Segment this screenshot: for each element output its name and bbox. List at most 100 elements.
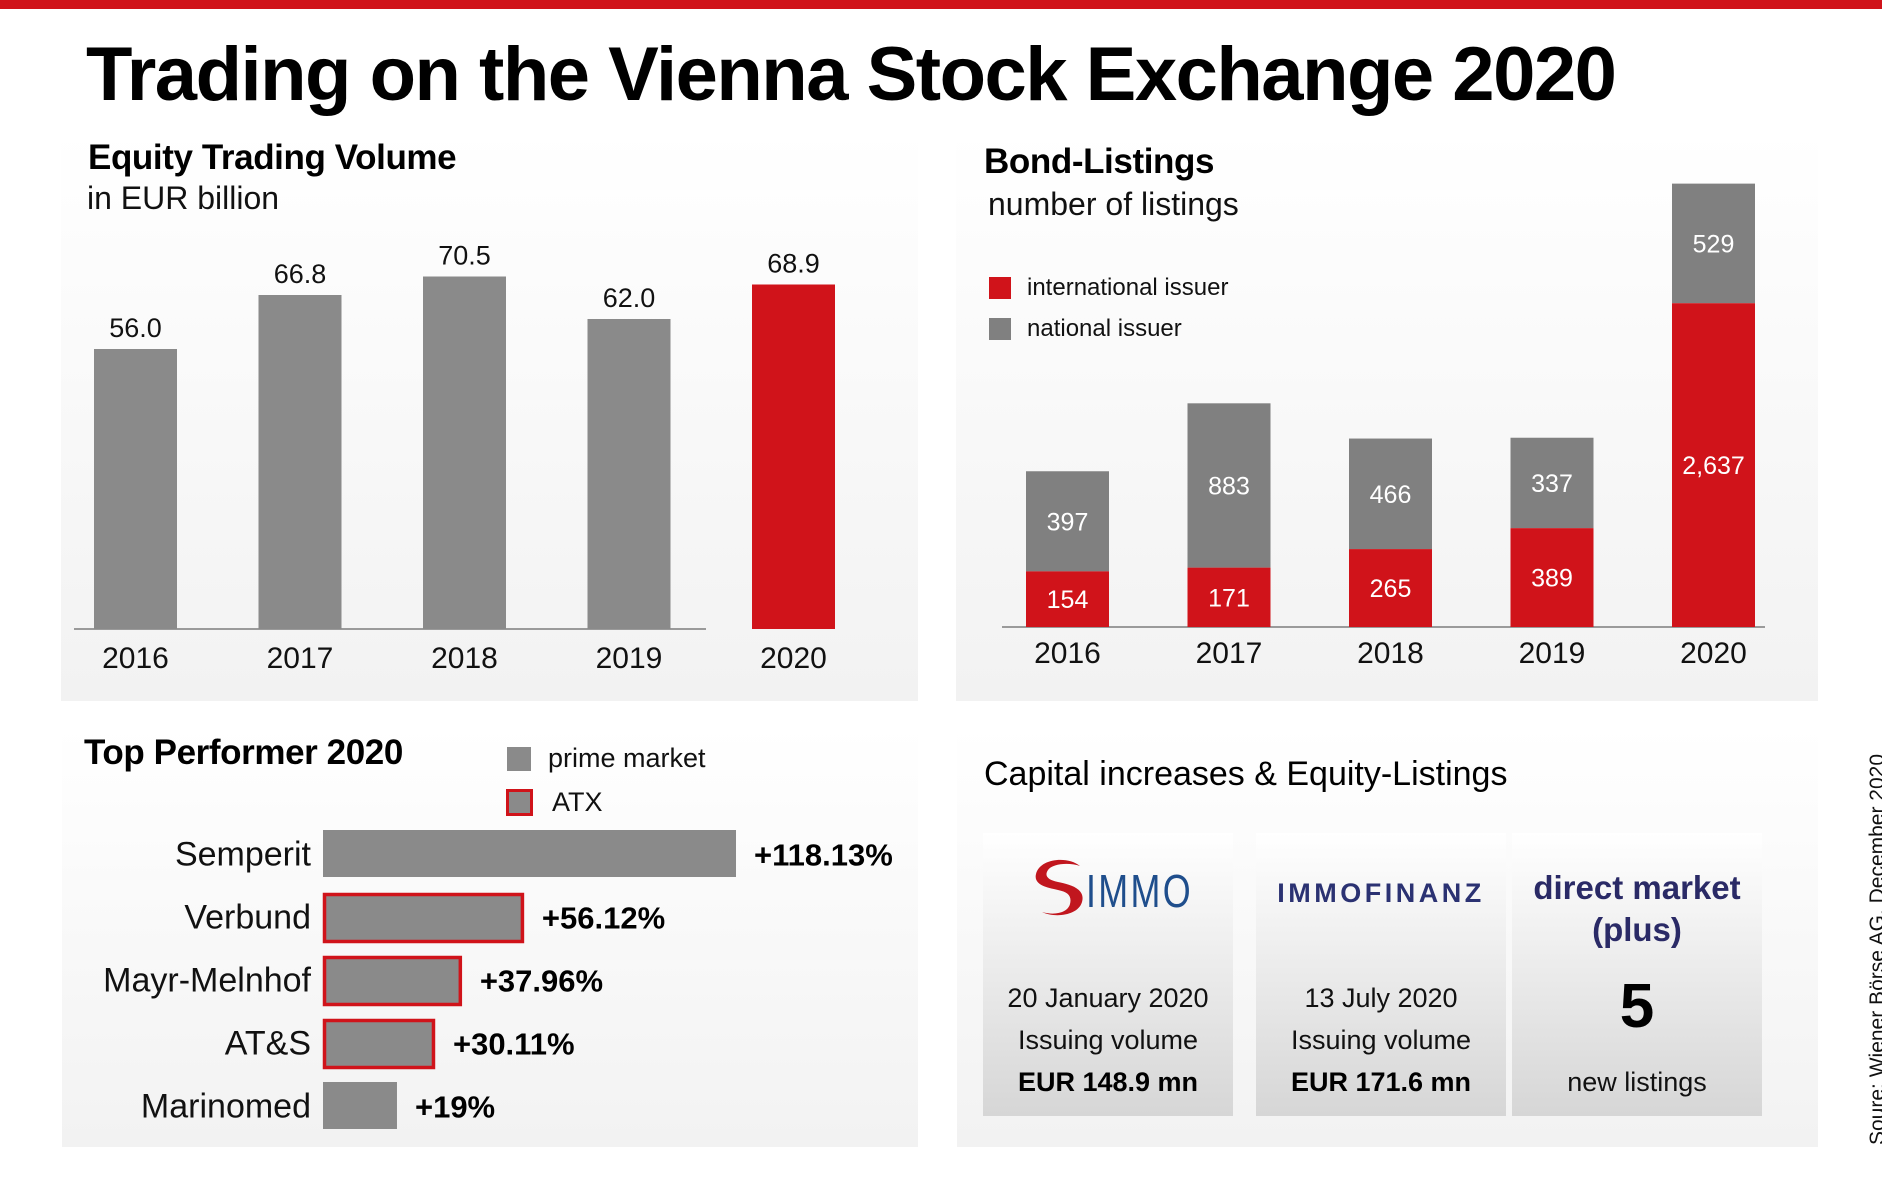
top-performer-panel: Top Performer 2020 prime market ATX Semp… [62, 727, 918, 1147]
bar-2016 [94, 349, 177, 629]
bar-national-2019 [1510, 437, 1594, 529]
bar-national-2016 [1026, 471, 1109, 572]
category-label: Marinomed [141, 1088, 311, 1126]
legend-national-issuer: national issuer [989, 315, 1182, 343]
s-immo-wordmark: IMMO [1086, 865, 1194, 917]
value-label-international: 154 [1047, 586, 1089, 614]
value-label: 68.9 [767, 249, 820, 279]
card-value: EUR 171.6 mn [1290, 1067, 1472, 1097]
x-tick-label: 2016 [102, 642, 169, 675]
bar-AT&S [322, 1018, 436, 1070]
direct-market-heading: direct market [1533, 869, 1741, 906]
x-tick-label: 2018 [1357, 637, 1424, 670]
bond-chart-subtitle: number of listings [988, 186, 1239, 222]
legend-swatch-outlined [506, 789, 533, 816]
legend-international-issuer: international issuer [989, 274, 1228, 302]
value-label: 62.0 [603, 283, 656, 313]
value-label-national: 529 [1693, 230, 1735, 258]
capital-increases-panel: Capital increases & Equity-Listings IMMO… [957, 727, 1818, 1147]
card-label: Issuing volume [1017, 1025, 1199, 1055]
source-note: Soure: Wiener Börse AG, December 2020 [1866, 753, 1882, 1145]
value-label: +56.12% [542, 901, 665, 936]
category-label: AT&S [225, 1025, 311, 1063]
legend-swatch-red [989, 277, 1011, 299]
value-label-international: 265 [1370, 575, 1412, 603]
value-label: 56.0 [109, 313, 162, 343]
immofinanz-logo: IMMOFINANZ [1277, 878, 1485, 908]
bar-Verbund [322, 892, 525, 944]
top-accent-bar [0, 0, 1882, 9]
bar-2020 [752, 284, 835, 629]
card-immofinanz: IMMOFINANZ 13 July 2020 Issuing volume E… [1256, 833, 1506, 1116]
category-label: Mayr-Melnhof [103, 962, 311, 1000]
new-listings-label: new listings [1567, 1067, 1707, 1097]
legend-label: international issuer [1027, 274, 1229, 301]
value-label-international: 171 [1208, 584, 1250, 612]
bar-international-2017 [1187, 567, 1271, 627]
legend-label: national issuer [1027, 315, 1182, 342]
equity-chart-title: Equity Trading Volume [88, 138, 457, 177]
bar-national-2018 [1349, 438, 1432, 550]
card-value: EUR 148.9 mn [1017, 1067, 1199, 1097]
equity-bar-chart: 56.0 2016 66.8 2017 70.5 2018 62.0 2019 68.9 2020 [74, 241, 835, 675]
bar-Marinomed [323, 1082, 397, 1129]
performer-chart-title: Top Performer 2020 [84, 733, 403, 772]
bond-stacked-bar-chart: 397 154 2016 883 171 2017 466 265 2018 337 389 2019… [1002, 183, 1765, 670]
legend-swatch-grey [507, 746, 531, 771]
direct-market-heading-plus: (plus) [1592, 911, 1682, 948]
x-tick-label: 2016 [1034, 637, 1101, 670]
x-tick-label: 2020 [1680, 637, 1747, 670]
x-tick-label: 2018 [431, 642, 498, 675]
x-tick-label: 2019 [596, 642, 663, 675]
value-label: +118.13% [754, 838, 893, 873]
legend-atx: ATX [506, 787, 603, 818]
value-label-national: 466 [1370, 481, 1412, 509]
bar-national-2017 [1187, 403, 1271, 568]
category-label: Verbund [184, 899, 311, 937]
value-label-international: 2,637 [1682, 452, 1745, 480]
s-immo-logo: IMMO [1028, 858, 1248, 918]
x-tick-label: 2017 [267, 642, 334, 675]
legend-swatch-grey [989, 318, 1011, 340]
bar-international-2016 [1026, 571, 1109, 627]
card-direct-market-plus: direct market (plus) 5 new listings [1512, 833, 1762, 1116]
bond-listings-panel: Bond-Listings number of listings interna… [956, 130, 1818, 701]
value-label-international: 389 [1531, 565, 1573, 593]
category-label: Semperit [175, 836, 312, 874]
s-immo-swirl-icon [1035, 859, 1083, 916]
value-label-national: 397 [1047, 508, 1089, 536]
card-label: Issuing volume [1290, 1025, 1472, 1055]
new-listings-count: 5 [1619, 972, 1655, 1041]
value-label: +19% [415, 1090, 495, 1125]
equity-volume-panel: Equity Trading Volume in EUR billion 56.… [61, 130, 918, 701]
performer-bar-chart: Semperit +118.13% Verbund +56.12% Mayr-Melnh… [103, 830, 893, 1129]
equity-chart-subtitle: in EUR billion [87, 180, 280, 216]
value-label: 66.8 [274, 259, 327, 289]
bar-Mayr-Melnhof [322, 955, 463, 1007]
value-label: +37.96% [480, 964, 603, 999]
bar-Semperit [323, 830, 737, 877]
bar-international-2019 [1510, 528, 1594, 627]
page-title: Trading on the Vienna Stock Exchange 202… [86, 32, 1617, 117]
x-tick-label: 2020 [760, 642, 827, 675]
legend-label: prime market [548, 743, 706, 773]
bar-international-2020 [1672, 303, 1755, 627]
x-tick-label: 2019 [1519, 637, 1586, 670]
bond-chart-title: Bond-Listings [984, 142, 1215, 181]
value-label: 70.5 [438, 241, 491, 271]
x-tick-label: 2017 [1196, 637, 1263, 670]
bar-2019 [587, 319, 671, 629]
capital-title: Capital increases & Equity-Listings [984, 755, 1508, 793]
card-date: 13 July 2020 [1304, 983, 1458, 1013]
card-s-immo: IMMO 20 January 2020 Issuing volume EUR … [983, 833, 1233, 1116]
legend-prime-market: prime market [507, 743, 706, 774]
bar-international-2018 [1349, 549, 1432, 627]
card-date: 20 January 2020 [1007, 983, 1209, 1013]
value-label: +30.11% [453, 1027, 575, 1062]
value-label-national: 337 [1531, 470, 1573, 498]
bar-2018 [423, 276, 506, 629]
value-label-national: 883 [1208, 472, 1250, 500]
legend-label: ATX [552, 787, 603, 817]
bar-2017 [258, 295, 342, 629]
bar-national-2020 [1672, 183, 1755, 304]
